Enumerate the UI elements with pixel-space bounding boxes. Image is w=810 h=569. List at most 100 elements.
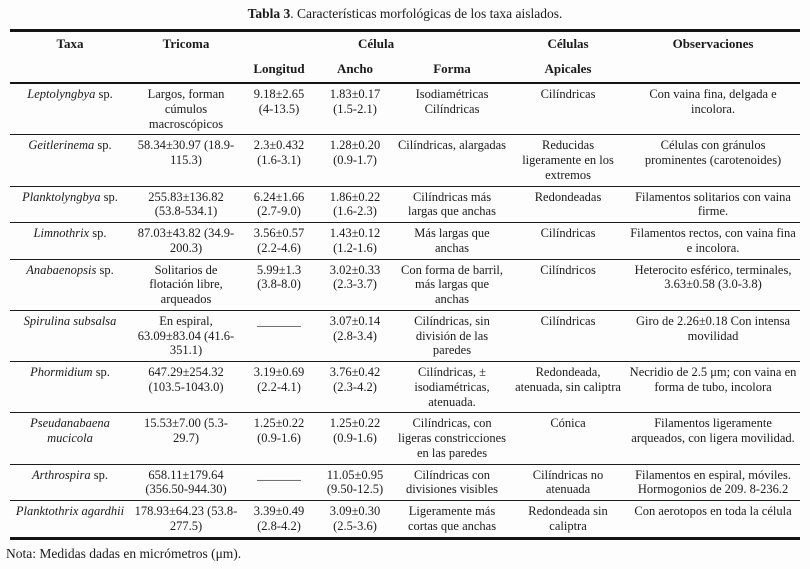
cell-ancho: 3.09±0.30 (2.5-3.6) [329, 504, 381, 533]
cell-apicales: Reducidas ligeramente en los extremos [522, 138, 614, 182]
cell-taxa: Phormidium sp. [10, 362, 130, 413]
cell-apicales: Cilíndricos [540, 262, 596, 277]
cell-taxa: Planktothrix agardhii [10, 501, 130, 539]
header-celula-group: Célula [357, 36, 395, 51]
table-row: Phormidium sp. 647.29±254.32 (103.5-1043.… [10, 361, 801, 413]
taxa-suffix: sp. [100, 189, 118, 204]
cell-taxa: Leptolyngbya sp. [10, 83, 130, 135]
cell-tricoma: 58.34±30.97 (18.9-115.3) [137, 138, 235, 167]
cell-forma: Con forma de barril, más largas que anch… [400, 262, 504, 307]
header-apicales: Apicales [544, 61, 592, 76]
table-row: Leptolyngbya sp. Largos, forman cúmulos m… [10, 83, 801, 135]
cell-taxa: Arthrospira sp. [10, 464, 130, 501]
cell-observaciones: Filamentos rectos, con vaina fina e inco… [630, 226, 796, 255]
taxa-name: Planktothrix agardhii [15, 504, 125, 518]
taxa-suffix: sp. [92, 365, 110, 379]
header-longitud: Longitud [253, 61, 305, 76]
table-row: Anabaenopsis sp. Solitarios de flotación … [10, 259, 801, 310]
cell-observaciones: Con aerotopos en toda la célula [634, 504, 792, 518]
cell-longitud: 6.24±1.66 (2.7-9.0) [253, 189, 305, 219]
cell-observaciones: Filamentos ligeramente arqueados, con li… [631, 416, 795, 445]
cell-ancho: 3.02±0.33 (2.3-3.7) [329, 262, 381, 292]
cell-tricoma: 15.53±7.00 (5.3-29.7) [144, 416, 228, 445]
header-ancho: Ancho [336, 61, 374, 76]
cell-observaciones: Filamentos en espiral, móviles. Hormogon… [635, 467, 791, 497]
cell-longitud: 3.56±0.57 (2.2-4.6) [253, 226, 305, 255]
cell-taxa: Spirulina subsalsa [10, 310, 130, 361]
cell-ancho: 1.86±0.22 (1.6-2.3) [329, 189, 381, 219]
cell-observaciones: Necridio de 2.5 μm; con vaina en forma d… [629, 365, 797, 394]
cell-longitud: 3.19±0.69 (2.2-4.1) [253, 365, 305, 394]
cell-forma: Cilíndricas más largas que anchas [408, 189, 496, 219]
taxa-name: Anabaenopsis [26, 262, 97, 277]
table-body: Leptolyngbya sp. Largos, forman cúmulos m… [10, 83, 801, 539]
cell-taxa: Anabaenopsis sp. [10, 259, 130, 310]
cell-tricoma: Largos, forman cúmulos macroscópicos [147, 87, 225, 131]
table-caption: Tabla 3. Características morfológicas de… [6, 6, 804, 22]
cell-tricoma: 658.11±179.64 (356.50-944.30) [145, 467, 227, 497]
cell-forma: Cilíndricas, sin división de las paredes [414, 313, 490, 358]
cell-apicales: Cilíndricas [540, 313, 596, 328]
taxa-name: Spirulina subsalsa [23, 313, 117, 328]
cell-apicales: Redondeada, atenuada, sin caliptra [515, 365, 621, 394]
taxa-name: Arthrospira [32, 467, 91, 482]
table-row: Planktothrix agardhii 178.93±64.23 (53.8-… [10, 500, 801, 539]
cell-ancho: 1.43±0.12 (1.2-1.6) [329, 226, 381, 255]
morphology-table: Taxa Tricoma Célula Células Observacione… [10, 29, 801, 540]
header-taxa: Taxa [56, 36, 84, 51]
cell-forma: Cilíndricas con divisiones visibles [406, 467, 499, 497]
cell-forma: Cilíndricas, con ligeras constricciones … [398, 416, 506, 460]
cell-longitud: _______ [257, 313, 301, 328]
cell-ancho: 3.07±0.14 (2.8-3.4) [329, 313, 381, 343]
table-caption-number: Tabla 3 [247, 6, 291, 21]
table-row: Planktolyngbya sp. 255.83±136.82 (53.8-53… [10, 186, 801, 223]
taxa-name: Geitlerinema [28, 138, 95, 153]
cell-taxa: Pseudanabaena mucicola [10, 413, 130, 464]
cell-tricoma: En espiral, 63.09±83.04 (41.6-351.1) [137, 313, 235, 358]
cell-forma: Cilíndricas, alargadas [397, 138, 507, 153]
cell-longitud: _______ [257, 467, 301, 482]
table-row: Geitlerinema sp. 58.34±30.97 (18.9-115.3)… [10, 134, 801, 186]
cell-ancho: 3.76±0.42 (2.3-4.2) [329, 365, 381, 394]
taxa-name: Limnothrix [33, 226, 90, 240]
cell-apicales: Redondeadas [534, 189, 602, 204]
table-row: Limnothrix sp. 87.03±43.82 (34.9-200.3) 3.… [10, 222, 801, 260]
taxa-name: Planktolyngbya [22, 189, 101, 204]
cell-observaciones: Giro de 2.26±0.18 Con intensa movilidad [635, 313, 791, 343]
cell-tricoma: 87.03±43.82 (34.9-200.3) [137, 226, 235, 255]
header-observaciones: Observaciones [672, 36, 754, 51]
page: Tabla 3. Características morfológicas de… [6, 0, 804, 562]
taxa-suffix: sp. [89, 226, 107, 240]
header-celulas: Células [547, 36, 589, 51]
table-row: Pseudanabaena mucicola 15.53±7.00 (5.3-29… [10, 412, 801, 464]
cell-taxa: Planktolyngbya sp. [10, 186, 130, 223]
cell-ancho: 11.05±0.95 (9.50-12.5) [326, 467, 384, 497]
cell-longitud: 3.39±0.49 (2.8-4.2) [253, 504, 305, 533]
cell-observaciones: Filamentos solitarios con vaina firme. [635, 189, 791, 219]
cell-longitud: 2.3±0.432 (1.6-3.1) [253, 138, 305, 167]
cell-apicales: Cónica [550, 416, 586, 431]
cell-apicales: Cilíndricas [540, 226, 596, 240]
taxa-suffix: sp. [95, 87, 113, 101]
table-header: Taxa Tricoma Célula Células Observacione… [10, 31, 800, 84]
table-row: Spirulina subsalsa En espiral, 63.09±83.0… [10, 310, 801, 361]
taxa-suffix: sp. [96, 262, 114, 277]
cell-apicales: Cilíndricas [540, 87, 596, 101]
cell-forma: Cilíndricas, ± isodiamétricas, atenuada. [414, 365, 490, 409]
cell-tricoma: 647.29±254.32 (103.5-1043.0) [148, 365, 224, 394]
table-row: Arthrospira sp. 658.11±179.64 (356.50-944… [10, 464, 801, 501]
taxa-suffix: sp. [90, 467, 108, 482]
cell-tricoma: 255.83±136.82 (53.8-534.1) [148, 189, 224, 219]
cell-ancho: 1.25±0.22 (0.9-1.6) [329, 416, 381, 445]
cell-apicales: Redondeada sin caliptra [528, 504, 608, 533]
table-footnote: Nota: Medidas dadas en micrómetros (μm). [6, 545, 242, 561]
cell-ancho: 1.83±0.17 (1.5-2.1) [329, 87, 381, 116]
cell-longitud: 5.99±1.3 (3.8-8.0) [256, 262, 302, 292]
table-caption-text: . Características morfológicas de los ta… [290, 6, 563, 21]
cell-observaciones: Células con gránulos prominentes (carote… [644, 138, 782, 167]
taxa-name: Pseudanabaena mucicola [30, 416, 110, 445]
taxa-name: Phormidium [30, 365, 93, 379]
cell-taxa: Geitlerinema sp. [10, 135, 130, 186]
cell-tricoma: Solitarios de flotación libre, arqueados [149, 262, 223, 307]
cell-forma: Ligeramente más cortas que anchas [407, 504, 497, 533]
